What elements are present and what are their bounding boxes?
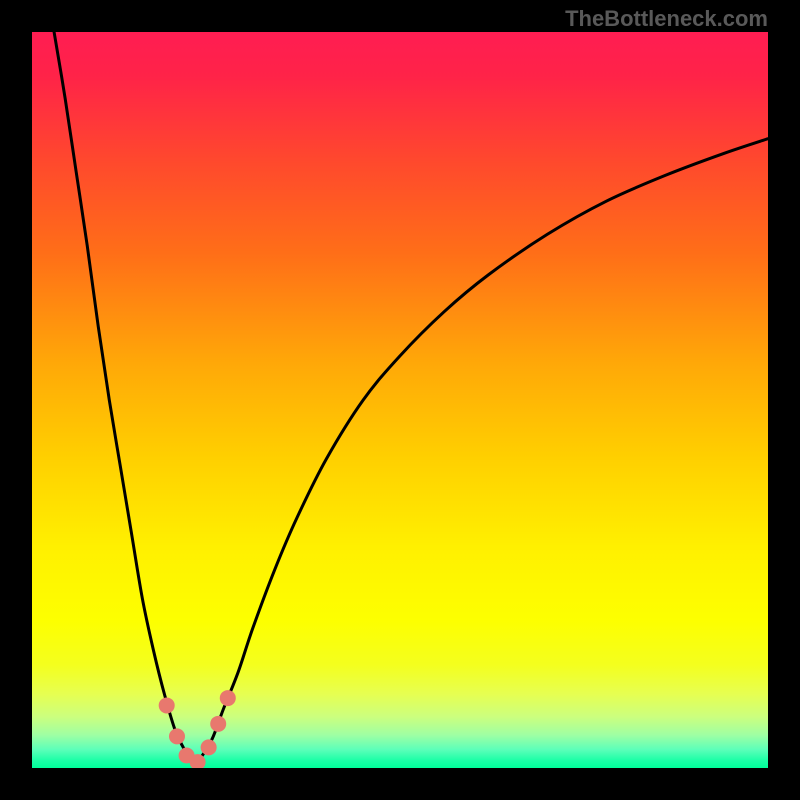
chart-container: TheBottleneck.com — [0, 0, 800, 800]
watermark-text: TheBottleneck.com — [565, 6, 768, 32]
plot-gradient-background — [32, 32, 768, 768]
